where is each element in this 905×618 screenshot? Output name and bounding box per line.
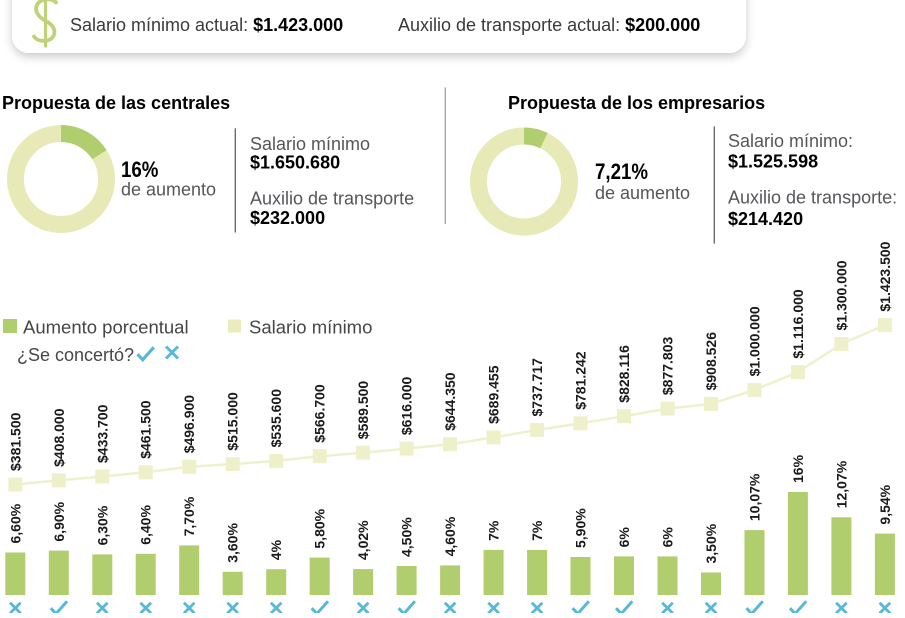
svg-text:$644.350: $644.350 [442,372,458,431]
svg-text:$689.455: $689.455 [486,365,502,424]
svg-text:Auxilio de transporte:: Auxilio de transporte: [728,188,897,208]
svg-text:$908.526: $908.526 [703,332,719,391]
svg-text:10,07%: 10,07% [747,473,763,521]
svg-text:$1.525.598: $1.525.598 [728,152,818,172]
svg-text:12,07%: 12,07% [833,460,849,508]
svg-text:6,90%: 6,90% [51,501,67,541]
svg-text:¿Se concertó?: ¿Se concertó? [17,345,134,365]
svg-text:4,50%: 4,50% [399,517,415,557]
svg-text:7,70%: 7,70% [181,496,197,536]
svg-text:$616.000: $616.000 [399,376,415,435]
svg-text:16%: 16% [790,454,806,483]
svg-text:Salario mínimo: Salario mínimo [250,134,370,154]
svg-text:4,02%: 4,02% [355,520,371,560]
svg-text:$433.700: $433.700 [94,404,110,463]
svg-text:$781.242: $781.242 [573,351,589,410]
svg-text:$496.900: $496.900 [181,395,197,454]
svg-text:7%: 7% [486,520,502,541]
svg-text:6,30%: 6,30% [94,505,110,545]
svg-text:Salario mínimo actual: $1.423.: Salario mínimo actual: $1.423.000 [70,15,343,35]
svg-text:$737.717: $737.717 [529,358,545,417]
svg-text:$1.300.000: $1.300.000 [833,260,849,330]
svg-text:$381.500: $381.500 [7,412,23,471]
svg-text:$535.600: $535.600 [268,389,284,448]
svg-text:$214.420: $214.420 [728,209,803,229]
svg-text:7,21%: 7,21% [595,161,648,185]
svg-text:6,60%: 6,60% [7,503,23,543]
svg-text:Propuesta de las centrales: Propuesta de las centrales [2,93,230,113]
svg-text:5,80%: 5,80% [312,508,328,548]
svg-text:$408.000: $408.000 [51,408,67,467]
svg-text:$232.000: $232.000 [250,208,325,228]
svg-text:$1.116.000: $1.116.000 [790,289,806,359]
svg-text:5,90%: 5,90% [573,508,589,548]
svg-text:Salario mínimo:: Salario mínimo: [728,131,853,151]
svg-text:$877.803: $877.803 [660,336,676,395]
svg-text:7%: 7% [529,520,545,541]
svg-text:3,60%: 3,60% [225,523,241,563]
svg-text:4,60%: 4,60% [442,516,458,556]
svg-text:$1.650.680: $1.650.680 [250,153,340,173]
svg-text:de aumento: de aumento [121,180,216,200]
svg-text:6%: 6% [616,527,632,548]
svg-text:3,50%: 3,50% [703,523,719,563]
svg-text:$1.000.000: $1.000.000 [747,306,763,376]
svg-text:$589.500: $589.500 [355,381,371,440]
svg-text:$566.700: $566.700 [312,384,328,443]
svg-text:6,40%: 6,40% [138,505,154,545]
svg-text:Aumento porcentual: Aumento porcentual [23,317,189,338]
svg-text:$828.116: $828.116 [616,345,632,403]
svg-text:$461.500: $461.500 [138,400,154,459]
svg-text:4%: 4% [268,539,284,560]
svg-text:9,54%: 9,54% [877,484,893,524]
svg-text:Propuesta de los empresarios: Propuesta de los empresarios [508,93,765,113]
svg-text:6%: 6% [660,527,676,548]
svg-text:Auxilio de transporte: Auxilio de transporte [250,189,414,209]
svg-text:16%: 16% [121,159,158,183]
svg-text:$1.423.500: $1.423.500 [877,241,893,311]
svg-text:de aumento: de aumento [595,183,690,203]
svg-text:$515.000: $515.000 [225,392,241,451]
svg-text:Salario mínimo: Salario mínimo [249,317,372,338]
svg-text:Auxilio de transporte actual:: Auxilio de transporte actual: $200.000 [398,15,700,35]
